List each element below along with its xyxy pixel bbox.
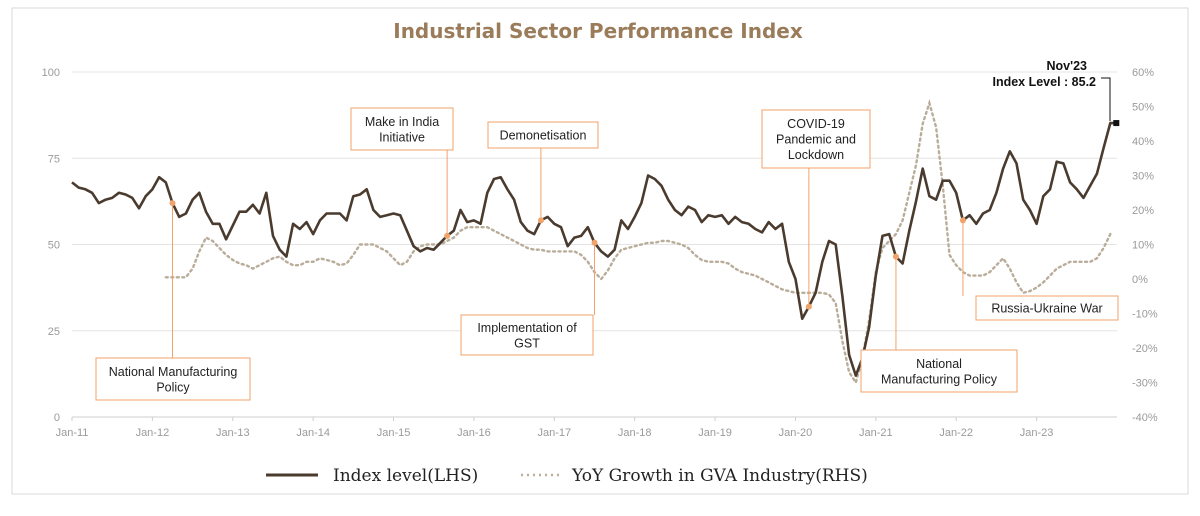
annotation-text: National Manufacturing <box>109 365 238 379</box>
x-tick-label: Jan-22 <box>939 427 973 439</box>
annotation-box <box>460 314 594 356</box>
y-right-tick-label: 20% <box>1132 205 1154 217</box>
x-tick-label: Jan-14 <box>296 427 330 439</box>
x-tick-label: Jan-11 <box>56 427 89 439</box>
annotation-text: Manufacturing Policy <box>881 372 998 386</box>
y-right-tick-label: 0% <box>1132 274 1148 286</box>
annotation-text: Pandemic and <box>776 133 856 147</box>
annotation-text: Policy <box>156 380 190 394</box>
annotation-text: Make in India <box>365 115 439 129</box>
y-left-tick-label: 50 <box>48 240 60 252</box>
y-right-tick-label: -20% <box>1132 343 1158 355</box>
annotation-text: GST <box>514 336 540 350</box>
y-left-tick-label: 100 <box>42 67 60 79</box>
annotation-marker <box>169 200 176 207</box>
annotation-text: Implementation of <box>477 321 577 335</box>
legend: Index level(LHS) YoY Growth in GVA Indus… <box>266 466 868 486</box>
y-right-tick-label: -40% <box>1132 412 1158 424</box>
annotation-marker <box>805 303 812 310</box>
x-tick-label: Jan-16 <box>457 427 491 439</box>
legend-index-label: Index level(LHS) <box>333 466 478 486</box>
annotation-marker <box>537 217 544 224</box>
annotation-text: Demonetisation <box>500 129 587 143</box>
gva-growth-line <box>164 98 1112 386</box>
annotation-box <box>350 107 454 151</box>
y-left-tick-label: 75 <box>48 153 60 165</box>
x-tick-label: Jan-19 <box>698 427 732 439</box>
annotation-marker <box>591 239 598 246</box>
y-right-tick-label: -10% <box>1132 309 1158 321</box>
x-tick-label: Jan-20 <box>779 427 813 439</box>
x-tick-label: Jan-17 <box>537 427 571 439</box>
y-right-tick-label: 30% <box>1132 171 1154 183</box>
grid-lines <box>72 71 1117 418</box>
annotation-text: National <box>916 357 962 371</box>
y-right-tick-label: 60% <box>1132 67 1154 79</box>
annotation-box <box>761 109 871 169</box>
annotation-text: Lockdown <box>788 148 844 162</box>
callout: Nov'23 Index Level : 85.2 <box>992 59 1120 127</box>
x-tick-label: Jan-21 <box>859 427 893 439</box>
y-right-tick-label: 10% <box>1132 240 1154 252</box>
callout-date: Nov'23 <box>1047 59 1088 73</box>
legend-gva-label: YoY Growth in GVA Industry(RHS) <box>571 466 868 486</box>
callout-marker <box>1113 120 1120 127</box>
y-right-tick-label: 50% <box>1132 102 1154 114</box>
x-tick-label: Jan-23 <box>1020 427 1054 439</box>
y-left-tick-label: 0 <box>54 412 60 424</box>
annotation-box <box>487 121 599 149</box>
annotation-box <box>860 349 1018 393</box>
x-tick-label: Jan-12 <box>136 427 170 439</box>
chart-title: Industrial Sector Performance Index <box>393 19 803 43</box>
callout-leader <box>1101 77 1111 122</box>
x-tick-label: Jan-18 <box>618 427 652 439</box>
y-right-tick-label: -30% <box>1132 378 1158 390</box>
x-tick-label: Jan-13 <box>216 427 250 439</box>
annotation-marker <box>959 217 966 224</box>
callout-index-level: Index Level : 85.2 <box>992 75 1096 89</box>
y-left-tick-label: 25 <box>48 326 60 338</box>
annotation-text: COVID-19 <box>787 117 845 131</box>
annotation-text: Russia-Ukraine War <box>991 302 1102 316</box>
annotation-marker <box>444 232 451 239</box>
annotation-marker <box>892 253 899 260</box>
axis-ticks: 0 25 50 75 100 60% 50% 40% 30% 20% 10% 0% -10% -20% -3… <box>42 67 1158 439</box>
annotation-box <box>95 357 251 401</box>
annotation-text: Initiative <box>379 130 425 144</box>
annotation-box <box>975 295 1119 321</box>
x-tick-label: Jan-15 <box>377 427 411 439</box>
y-right-tick-label: 40% <box>1132 136 1154 148</box>
